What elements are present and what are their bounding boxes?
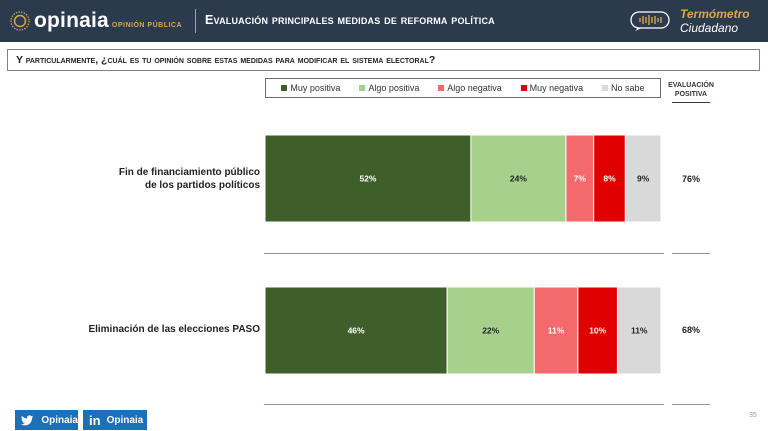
bar-data-label: 7%	[574, 174, 587, 184]
bar-data-label: 24%	[510, 174, 527, 184]
bar-segment-muy-negativa	[593, 134, 626, 223]
legend-swatch	[520, 85, 527, 91]
twitter-button[interactable]: Opinaia	[15, 410, 78, 430]
bar-data-label: 22%	[482, 326, 499, 336]
bar-data-label: 11%	[631, 326, 648, 336]
page-number: 35	[749, 412, 757, 419]
bar-data-label: 8%	[603, 174, 616, 184]
bar-data-label: 52%	[359, 174, 376, 184]
legend-label: Muy positiva	[290, 83, 341, 93]
audio-wave-icon	[630, 11, 670, 31]
brand-subtitle: OPINIÓN PÚBLICA	[111, 21, 183, 29]
bar-segment-algo-positiva	[446, 286, 535, 375]
twitter-label: Opinaia	[41, 414, 78, 426]
opinaia-logo: opinaia OPINIÓN PÚBLICA	[10, 8, 182, 34]
bar-data-label: 9%	[637, 174, 650, 184]
bar-segment-no-sabe	[616, 286, 662, 375]
eval-separator	[672, 404, 710, 405]
row-label-line-1: Eliminación de las elecciones PASO	[88, 324, 260, 335]
bar-segment-muy-positiva	[264, 286, 448, 375]
row-label-financiamiento: Fin de financiamiento público de los par…	[60, 166, 260, 192]
eval-column-header: EVALUACIÓN POSITIVA	[668, 82, 714, 98]
row-separator	[264, 404, 664, 405]
eval-header-rule	[672, 102, 710, 103]
question-text: Y particularmente, ¿cuál es tu opinión s…	[16, 54, 436, 66]
legend-swatch	[602, 85, 608, 91]
legend-item-muy-negativa: Muy negativa	[520, 83, 584, 93]
bar-data-label: 46%	[348, 326, 365, 336]
termometro-badge: Termómetro Ciudadano	[630, 6, 760, 36]
row-label-line-2: de los partidos políticos	[144, 180, 260, 191]
page-title: Evaluación principales medidas de reform…	[205, 13, 495, 27]
legend-swatch	[438, 85, 445, 91]
legend-item-algo-negativa: Algo negativa	[438, 83, 502, 93]
legend-label: Muy negativa	[529, 83, 584, 93]
bar-data-label: 10%	[589, 326, 606, 336]
brand-name: opinaia	[34, 9, 109, 32]
twitter-bird-icon	[21, 414, 34, 425]
legend-swatch	[359, 85, 366, 91]
legend-label: No sabe	[611, 83, 645, 93]
legend-label: Algo negativa	[447, 83, 502, 93]
legend-swatch	[281, 85, 288, 91]
bar-segment-algo-positiva	[470, 134, 567, 223]
bar-data-label: 11%	[548, 326, 565, 336]
bar-segment-algo-negativa	[533, 286, 579, 375]
legend-item-no-sabe: No sabe	[602, 83, 645, 93]
row-label-line-1: Fin de financiamiento público	[118, 167, 260, 178]
header-divider	[195, 9, 196, 33]
linkedin-icon: in	[89, 412, 101, 428]
bar-segment-muy-positiva	[264, 134, 472, 223]
header-bar: opinaia OPINIÓN PÚBLICA Evaluación princ…	[0, 0, 768, 42]
eval-separator	[672, 253, 710, 254]
badge-line-1: Termómetro	[680, 7, 750, 21]
bar-segment-muy-negativa	[577, 286, 618, 375]
bar-segment-no-sabe	[624, 134, 662, 223]
sun-logo-icon	[10, 11, 30, 31]
row-label-paso: Eliminación de las elecciones PASO	[60, 323, 260, 336]
badge-line-2: Ciudadano	[680, 21, 739, 35]
question-box: Y particularmente, ¿cuál es tu opinión s…	[7, 49, 760, 71]
linkedin-button[interactable]: in Opinaia	[83, 410, 147, 430]
eval-value-paso: 68%	[681, 325, 700, 335]
legend-item-muy-positiva: Muy positiva	[281, 83, 340, 93]
legend-item-algo-positiva: Algo positiva	[359, 83, 419, 93]
eval-value-financiamiento: 76%	[681, 174, 700, 184]
row-separator	[264, 253, 664, 254]
legend-label: Algo positiva	[368, 83, 420, 93]
chart-legend: Muy positiva Algo positiva Algo negativa…	[265, 78, 661, 98]
linkedin-label: Opinaia	[106, 414, 144, 426]
